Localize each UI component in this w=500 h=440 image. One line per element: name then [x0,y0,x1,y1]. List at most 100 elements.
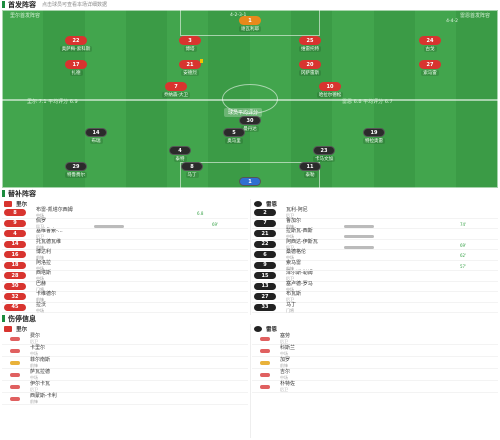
player-name: 布瑞 [89,138,103,144]
jersey-number: 16 [4,251,26,259]
jersey-number: 4 [169,146,191,155]
bench-row[interactable]: 32 卡维德尔 前锋 [2,291,248,303]
player-name: 塞卢德-罗马 [286,280,313,287]
jersey-number: 5 [223,128,245,137]
injury-row[interactable]: 伊尔卡瓦 后卫 [2,381,248,393]
rating-bar [344,235,374,238]
player-name: 曼丹达 [241,126,259,132]
injury-row[interactable]: 菲尔南斯 前锋 [2,357,248,369]
injury-row[interactable]: 科斯兰 中场 [252,345,498,357]
home-player[interactable]: 21 安德烈 [165,59,215,76]
bench-row[interactable]: 6 桑德格伦 中场 62' [252,249,498,261]
bench-row[interactable]: 45 拉沃 中场 [2,301,248,314]
injury-row[interactable]: 费尔 后卫 [2,333,248,345]
player-name: 泽尔斯-勒姆 [286,270,313,277]
lineup-title: 首发阵容 [8,0,36,9]
player-name: 阿西达-伊斯瓦 [286,238,318,245]
player-name: 伊尔卡瓦 [30,381,51,387]
jersey-number: 9 [4,219,26,227]
player-name: 卡里尔 [30,345,46,351]
bench-row[interactable]: 27 布瓦斯 后卫 [252,290,498,303]
player-position: 中场 [36,307,44,313]
jersey-number: 29 [65,162,87,171]
bench-row[interactable]: 30 巴赫 门将 [2,281,248,292]
injury-icon [260,348,270,353]
jersey-number: 19 [363,128,385,137]
injury-row[interactable]: 朴特佐 后卫 [252,381,498,393]
bench-row[interactable]: 9 佩罗 后卫 69' [2,218,248,229]
player-name: 科斯兰 [280,345,296,351]
bench-row[interactable]: 18 阿洛拉 中场 [2,260,248,271]
jersey-number: 7 [254,219,276,227]
jersey-number: 25 [299,36,321,45]
rating-bar [94,224,124,228]
jersey-number: 14 [4,240,26,248]
bench-row[interactable]: 14 托瓦德瓦维 前锋 [2,238,248,250]
jersey-number: 11 [299,162,321,171]
injury-row[interactable]: 塞劳 后卫 [252,333,498,345]
away-player[interactable]: 23 卡马文加 [299,146,349,162]
player-position: 前锋 [280,363,288,368]
away-player[interactable]: 4 泰特 [155,146,205,162]
player-position: 中场 [286,234,294,240]
player-name: 布瓦斯 [286,291,302,298]
injury-icon [260,384,270,389]
bench-row[interactable]: 8 布雷-凯塔尔西姆 中场 6.8 [2,207,248,219]
bench-row[interactable]: 4 塞维鲁索-… 后卫 [2,228,248,240]
home-player[interactable]: 27 索马雷 [405,60,455,76]
rennes-logo-icon [254,200,262,207]
sub-in-marker: 69' [212,221,219,227]
away-player[interactable]: 5 奥马里 [209,128,259,144]
bench-row[interactable]: 22 阿西达-伊斯瓦 后卫 69' [252,238,498,250]
away-player[interactable]: 29 特鲁费尔 [51,162,101,178]
home-player[interactable]: 22 奥萨梅-索科斯 [51,36,101,52]
home-player[interactable]: 7 乔纳森-大卫 [151,82,201,98]
jersey-number: 28 [4,272,26,280]
bench-row[interactable]: 28 西塔斯 中场 [2,270,248,282]
bench-player: 拉沃 中场 [36,301,46,314]
injury-row[interactable]: 吉尔 中场 [252,369,498,381]
injury-row[interactable]: 萨瓦拉德 中场 [2,369,248,381]
home-player[interactable]: 25 维雷托特 [285,36,335,52]
away-bench-list: 雷恩 2 瓦利-阿尼 后卫 7 鲁加尔 前锋 74' 21 拉斯瓦-西斯 中场 22 阿西达-伊… [252,199,498,313]
home-formation: 4-2-3-1 [230,13,247,18]
player-position: 后卫 [36,234,44,240]
away-goalkeeper[interactable]: 1 [225,177,275,186]
away-player[interactable]: 11 泰勒 [285,162,335,178]
home-player[interactable]: 10 哈拉尔德松 [305,82,355,98]
injury-row[interactable]: 加罗 前锋 [252,357,498,369]
bench-row[interactable]: 16 博达利 前锋 [2,249,248,261]
bench-row[interactable]: 7 鲁加尔 前锋 74' [252,218,498,229]
bench-row[interactable]: 15 泽尔斯-勒姆 后卫 [252,270,498,282]
home-goalkeeper[interactable]: 1 谢瓦利耶 [225,16,275,32]
home-player[interactable]: 24 古戈 [405,36,455,52]
away-player[interactable]: 8 马丁 [167,162,217,178]
player-position: 中场 [36,265,44,271]
home-team-label: 里尔首发阵容 [10,13,41,19]
home-player[interactable]: 3 博塔 [165,36,215,52]
bench-row[interactable]: 21 拉斯瓦-西斯 中场 [252,228,498,240]
bench-row[interactable]: 9 索马雷 前锋 57' [252,260,498,271]
home-player[interactable]: 17 扎德 [51,60,101,76]
bench-row[interactable]: 13 塞卢德-罗马 中场 [252,280,498,292]
player-name: 托瓦德瓦维 [36,238,62,245]
jersey-number: 8 [4,209,26,217]
player-name: 马丁 [286,301,297,308]
bench-player: 布瓦斯 后卫 [286,290,301,303]
away-team-label: 雷恩首发阵容 [459,13,490,19]
bench-row[interactable]: 33 马丁 门将 [252,301,498,313]
player-name: 加罗 [280,357,291,363]
bench-row[interactable]: 2 瓦利-阿尼 后卫 [252,207,498,219]
injury-row[interactable]: 卡里尔 中场 [2,345,248,357]
injury-row[interactable]: 西蒙斯-卡利 前锋 [2,393,248,405]
home-player[interactable]: 20 冈萨雷斯 [285,60,335,76]
player-name: 特鲁费尔 [65,172,87,178]
injured-player: 科斯兰 中场 [280,344,295,357]
away-player[interactable]: 19 特拉奥雷 [349,128,399,144]
player-name: 西蒙斯-卡利 [30,393,57,399]
jersey-number: 27 [419,60,441,69]
home-team-name: 里尔 [16,326,28,333]
jersey-number: 4 [4,230,26,238]
away-player[interactable]: 30 曼丹达 [225,116,275,132]
away-player[interactable]: 14 布瑞 [71,128,121,144]
